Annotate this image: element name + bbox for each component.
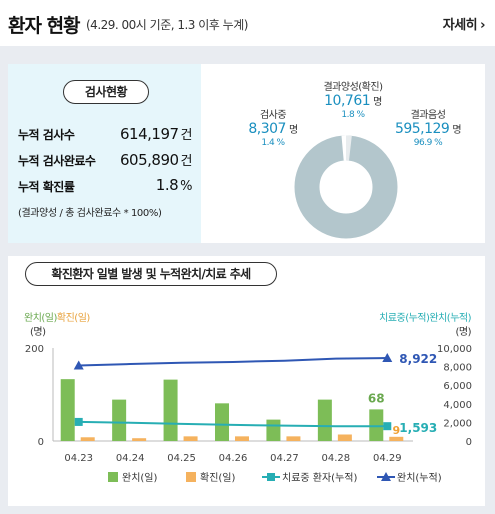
bar-recovered-daily-04.29 [369,409,384,441]
bar-recovered-daily-04.27 [266,419,281,441]
completed-tests-label: 누적 검사완료수 [18,154,96,168]
point-recovered-cumulative-04.23 [73,360,84,370]
negative-pct: 96.9 % [413,138,443,148]
right-axis-tick-10000: 10,000 [437,344,472,355]
positive-stat: 결과양성(확진) 10,761 명 1.8 % [298,78,408,120]
x-axis-tick-04.27: 04.27 [270,453,299,464]
point-recovered-cumulative-04.29 [382,353,393,363]
right-axis-tick-6000: 6,000 [443,381,472,392]
legend-label-0: 완치(일) [122,472,158,484]
testing-stat: 검사중 8,307 명 1.4 % [233,106,313,148]
legend-label-2: 치료중 환자(누적) [282,472,357,484]
result-donut-chart [294,135,398,239]
more-link-label: 자세히 [442,18,478,33]
bar-confirmed-daily-04.28 [337,434,352,441]
page-subtitle: (4.29. 00시 기준, 1.3 이후 누계) [86,18,248,32]
x-axis-tick-04.28: 04.28 [322,453,351,464]
x-axis-tick-04.26: 04.26 [219,453,248,464]
right-axis-tick-0: 0 [466,437,472,448]
positive-rate-label: 누적 확진률 [18,180,75,194]
testing-value: 8,307 [248,121,286,137]
left-axis-label-confirmed: 확진(일) [56,313,90,324]
bar-recovered-daily-04.26 [215,403,229,441]
bar-confirmed-daily-04.25 [183,436,198,441]
line-treating-cumulative [78,420,388,428]
left-axis-unit: (명) [30,327,46,338]
completed-tests-unit: 건 [180,154,193,169]
header-bar: 환자 현황 (4.29. 00시 기준, 1.3 이후 누계) 자세히 › [0,0,495,46]
right-axis-label: 치료중(누적)완치(누적) [379,313,471,324]
bar-recovered-daily-04.25 [163,379,178,441]
testing-unit: 명 [288,125,298,136]
trend-panel: 확진환자 일별 발생 및 누적완치/치료 추세 완치(일)확진(일) (명) 치… [8,256,485,506]
bar-recovered-daily-04.24 [112,399,127,441]
trend-pill: 확진환자 일별 발생 및 누적완치/치료 추세 [25,262,277,286]
right-axis-unit: (명) [455,327,471,338]
negative-label: 결과음성 [410,110,446,121]
negative-stat: 결과음성 595,129 명 96.9 % [373,106,483,148]
line-recovered-cumulative [78,357,388,367]
bar-confirmed-daily-04.24 [132,438,147,441]
total-tests-value: 614,197 [120,125,179,143]
bar-confirmed-daily-04.27 [286,436,301,441]
data-label-confirmed-daily: 9 [392,424,400,437]
negative-value: 595,129 [394,121,450,137]
left-axis-tick-0: 0 [38,437,44,448]
bar-confirmed-daily-04.23 [80,437,95,441]
legend-marker-2 [267,473,275,481]
positive-unit: 명 [373,97,382,108]
test-summary-box: 검사현황 누적 검사수 614,197 건 누적 검사완료수 605,890 건 누… [8,64,201,243]
testing-label: 검사중 [259,110,287,121]
chevron-right-icon: › [480,18,485,33]
right-axis-tick-4000: 4,000 [443,400,472,411]
data-label-recovered-cumulative: 8,922 [399,352,437,366]
test-status-pill: 검사현황 [63,80,149,104]
test-status-panel: 검사현황 누적 검사수 614,197 건 누적 검사완료수 605,890 건 누… [8,64,485,243]
legend-marker-3 [381,472,391,481]
x-axis-tick-04.23: 04.23 [64,453,93,464]
right-axis-tick-2000: 2,000 [443,418,472,429]
legend-label-1: 확진(일) [200,472,236,484]
positive-label: 결과양성(확진) [323,82,383,93]
point-treating-cumulative-04.23 [74,417,83,426]
left-axis-label-recovered: 완치(일) [24,313,57,324]
positive-value: 10,761 [324,93,371,109]
left-axis-tick-200: 200 [25,344,44,355]
positive-rate-unit: % [180,179,192,194]
total-tests-unit: 건 [180,128,193,143]
testing-pct: 1.4 % [261,138,285,148]
right-axis-tick-8000: 8,000 [443,363,472,374]
more-link[interactable]: 자세히 › [442,14,486,33]
point-treating-cumulative-04.29 [383,422,392,431]
trend-chart: 200 0 10,000 8,000 6,000 4,000 2,000 0 04.23 04.2… [25,344,472,484]
negative-unit: 명 [452,125,462,136]
legend-swatch-1 [186,472,196,482]
positive-pct: 1.8 % [341,110,365,120]
total-tests-label: 누적 검사수 [18,128,75,142]
x-axis-tick-04.24: 04.24 [116,453,145,464]
x-axis-tick-04.25: 04.25 [167,453,196,464]
page-title: 환자 현황 [8,15,81,37]
bar-recovered-daily-04.23 [60,379,75,441]
positive-rate-note: (결과양성 / 총 검사완료수 * 100%) [18,208,162,219]
bar-recovered-daily-04.28 [317,399,332,441]
data-label-recovered-daily: 68 [368,391,385,405]
legend-swatch-0 [108,472,118,482]
bar-confirmed-daily-04.26 [235,436,249,441]
positive-rate-value: 1.8 [155,176,179,194]
x-axis-tick-04.29: 04.29 [373,453,402,464]
legend-label-3: 완치(누적) [397,472,442,484]
left-axis-label: 완치(일)확진(일) [24,309,90,324]
completed-tests-value: 605,890 [120,151,179,169]
data-label-treating-cumulative: 1,593 [399,421,437,435]
bar-confirmed-daily-04.29 [389,436,404,441]
